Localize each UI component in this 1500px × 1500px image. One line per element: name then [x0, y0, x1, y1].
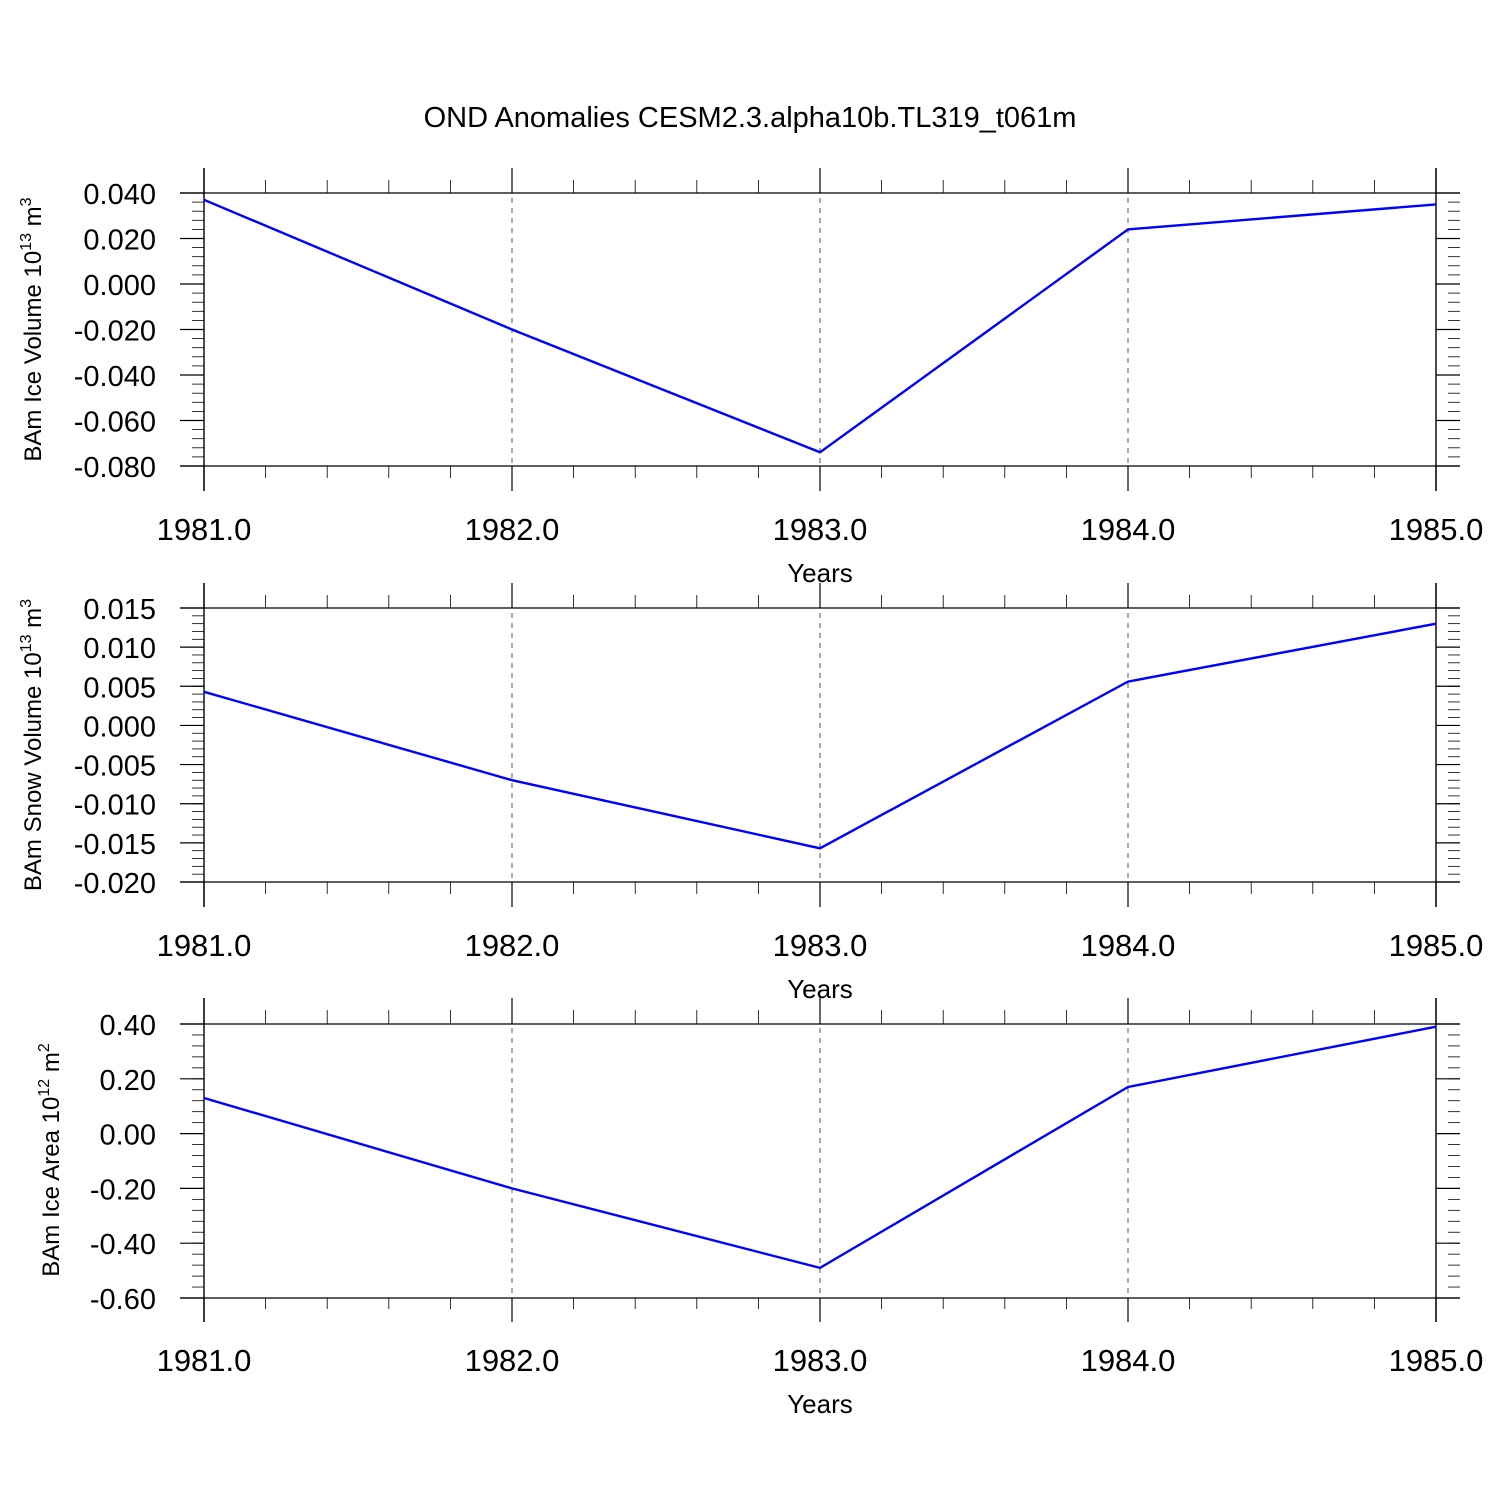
x-tick-label: 1984.0 [1081, 928, 1176, 963]
x-tick-label: 1981.0 [157, 512, 252, 547]
chart-title: OND Anomalies CESM2.3.alpha10b.TL319_t06… [423, 102, 1077, 134]
x-tick-label: 1983.0 [773, 928, 868, 963]
y-tick-label: 0.005 [83, 672, 156, 704]
y-axis-label: BAm Ice Area 1012 m2 [36, 1043, 65, 1277]
y-tick-label: -0.005 [74, 751, 156, 783]
y-tick-label: -0.020 [74, 868, 156, 900]
x-axis-label: Years [787, 1389, 853, 1419]
plot-panel-2: 0.015 0.010 0.005 0.000 -0.005 -0.010 -0.015 -0… [18, 583, 1483, 1004]
x-tick-label: 1982.0 [465, 1343, 560, 1378]
y-tick-label: 0.00 [100, 1120, 156, 1152]
y-tick-label: -0.080 [74, 452, 156, 484]
y-tick-label: -0.060 [74, 407, 156, 439]
y-tick-label: 0.020 [83, 225, 156, 257]
x-tick-label: 1984.0 [1081, 1343, 1176, 1378]
y-tick-label: 0.20 [100, 1065, 156, 1097]
y-axis-label: BAm Ice Volume 1013 m3 [18, 197, 47, 461]
x-tick-label: 1981.0 [157, 1343, 252, 1378]
y-tick-label: -0.20 [90, 1174, 156, 1206]
y-tick-label: -0.40 [90, 1229, 156, 1261]
series-line [203, 198, 1437, 454]
y-tick-label: 0.40 [100, 1010, 156, 1042]
y-tick-label: -0.040 [74, 361, 156, 393]
x-tick-label: 1983.0 [773, 1343, 868, 1378]
x-tick-label: 1985.0 [1389, 928, 1484, 963]
x-tick-label: 1983.0 [773, 512, 868, 547]
y-tick-label: 0.015 [83, 594, 156, 626]
y-tick-label: -0.60 [90, 1284, 156, 1316]
x-tick-label: 1981.0 [157, 928, 252, 963]
x-tick-label: 1982.0 [465, 512, 560, 547]
x-tick-label: 1985.0 [1389, 1343, 1484, 1378]
x-tick-label: 1982.0 [465, 928, 560, 963]
y-tick-label: -0.010 [74, 790, 156, 822]
x-tick-label: 1985.0 [1389, 512, 1484, 547]
y-tick-label: -0.015 [74, 829, 156, 861]
y-tick-label: 0.000 [83, 270, 156, 302]
y-tick-label: 0.040 [83, 179, 156, 211]
x-tick-label: 1984.0 [1081, 512, 1176, 547]
plot-panel-1: 0.0400.0200.000-0.020-0.040-0.060-0.0801… [18, 168, 1483, 588]
y-tick-label: 0.010 [83, 633, 156, 665]
y-tick-label: -0.020 [74, 316, 156, 348]
y-axis-label: BAm Snow Volume 1013 m3 [18, 599, 47, 891]
y-tick-label: 0.000 [83, 711, 156, 743]
